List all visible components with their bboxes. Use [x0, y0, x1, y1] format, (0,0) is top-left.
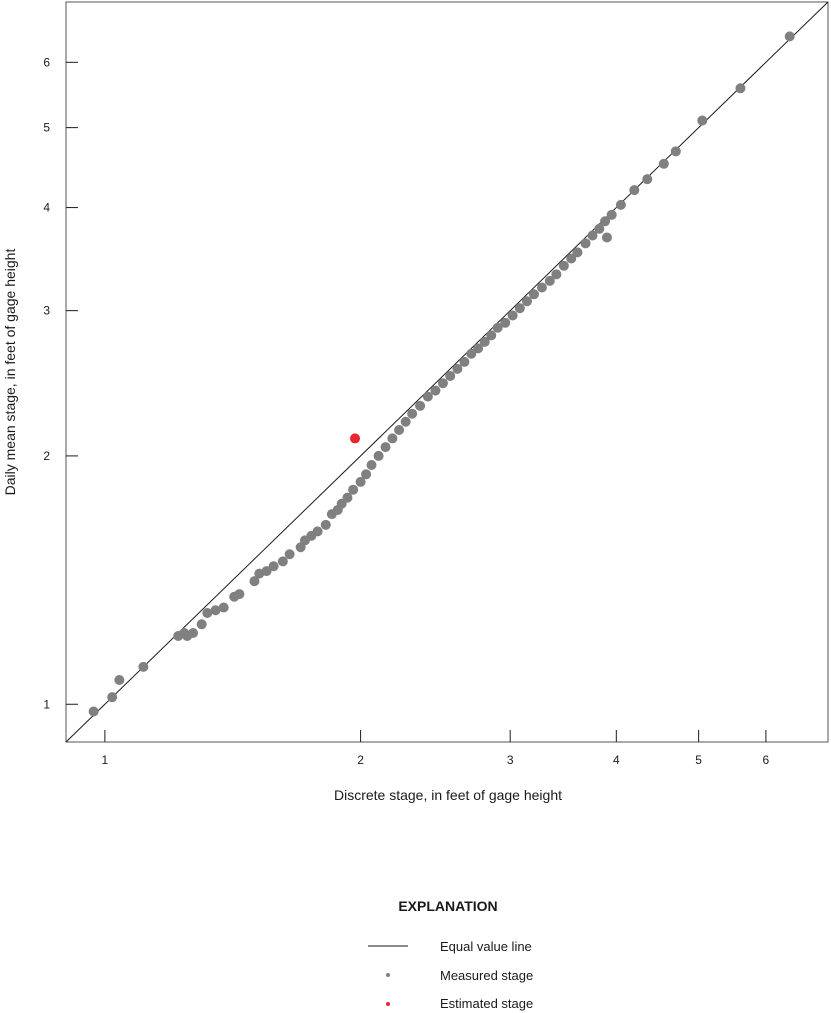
measured-point — [558, 260, 569, 271]
measured-point — [88, 706, 99, 717]
measured-point — [697, 115, 708, 126]
x-axis-ticks: 1 2 3 4 5 6 — [102, 730, 770, 767]
legend-label-estimated: Estimated stage — [440, 996, 533, 1011]
measured-point — [459, 356, 470, 367]
plot-layer — [65, 1, 829, 743]
measured-point — [342, 492, 353, 503]
measured-point — [544, 275, 555, 286]
measured-point — [355, 476, 366, 487]
legend-estimated-swatch — [386, 1002, 390, 1006]
measured-point — [394, 425, 405, 436]
plot-frame — [65, 1, 829, 743]
measured-point — [452, 363, 463, 374]
measured-point — [670, 146, 681, 157]
estimated-point — [350, 433, 361, 444]
x-tick-label: 3 — [507, 753, 514, 767]
measured-point — [114, 675, 125, 686]
measured-point — [437, 378, 448, 389]
measured-point — [202, 608, 213, 619]
measured-point — [312, 526, 323, 537]
measured-point — [218, 602, 229, 613]
measured-point — [210, 605, 221, 616]
x-tick-label: 6 — [763, 753, 770, 767]
y-tick-label: 4 — [43, 201, 50, 215]
x-axis-title: Discrete stage, in feet of gage height — [334, 787, 562, 803]
measured-point — [606, 209, 617, 220]
measured-point — [387, 433, 398, 444]
measured-point — [400, 416, 411, 427]
measured-point — [430, 385, 441, 396]
y-tick-label: 6 — [43, 55, 50, 69]
x-tick-label: 1 — [102, 753, 109, 767]
measured-point — [735, 83, 746, 94]
y-tick-label: 1 — [43, 697, 50, 711]
y-tick-label: 5 — [43, 121, 50, 135]
y-axis-ticks: 1 2 3 4 5 6 — [43, 55, 78, 711]
measured-point — [138, 661, 149, 672]
measured-point — [466, 348, 477, 359]
measured-point — [642, 174, 653, 185]
x-tick-label: 2 — [357, 753, 364, 767]
measured-point — [601, 232, 612, 243]
measured-point — [234, 589, 245, 600]
measured-point — [522, 296, 533, 307]
legend-label-measured: Measured stage — [440, 968, 533, 983]
measured-point — [514, 303, 525, 314]
measured-point — [479, 336, 490, 347]
y-tick-label: 3 — [43, 304, 50, 318]
measured-point — [580, 238, 591, 249]
measured-point — [284, 549, 295, 560]
x-tick-label: 5 — [695, 753, 702, 767]
measured-point — [594, 223, 605, 234]
legend: EXPLANATION Equal value line Measured st… — [368, 898, 533, 1011]
measured-point — [415, 400, 426, 411]
measured-point — [249, 576, 260, 587]
measured-point — [486, 330, 497, 341]
measured-point — [492, 322, 503, 333]
measured-point — [320, 519, 331, 530]
measured-point — [380, 442, 391, 453]
measured-point — [536, 282, 547, 293]
measured-point — [615, 199, 626, 210]
measured-point — [658, 158, 669, 169]
measured-point — [196, 619, 207, 630]
measured-point — [366, 459, 377, 470]
measured-point — [587, 230, 598, 241]
measured-point — [348, 484, 359, 495]
measured-point — [600, 216, 611, 227]
legend-label-equal-value: Equal value line — [440, 939, 532, 954]
measured-point — [445, 370, 456, 381]
measured-point — [473, 343, 484, 354]
legend-measured-swatch — [386, 973, 390, 977]
x-tick-label: 4 — [613, 753, 620, 767]
y-axis-title: Daily mean stage, in feet of gage height — [2, 249, 18, 496]
measured-point — [572, 247, 583, 258]
measured-point — [566, 253, 577, 264]
measured-point — [629, 185, 640, 196]
measured-point — [407, 408, 418, 419]
measured-point — [277, 556, 288, 567]
legend-title: EXPLANATION — [398, 898, 497, 914]
measured-point — [373, 450, 384, 461]
measured-point — [500, 317, 511, 328]
measured-point — [551, 269, 562, 280]
measured-point — [507, 310, 518, 321]
measured-point — [107, 692, 118, 703]
measured-point — [268, 561, 279, 572]
measured-point — [528, 289, 539, 300]
measured-point — [422, 391, 433, 402]
measured-point — [188, 628, 199, 639]
measured-point — [361, 469, 372, 480]
measured-point — [261, 566, 272, 577]
y-tick-label: 2 — [43, 449, 50, 463]
measured-point — [784, 31, 795, 42]
